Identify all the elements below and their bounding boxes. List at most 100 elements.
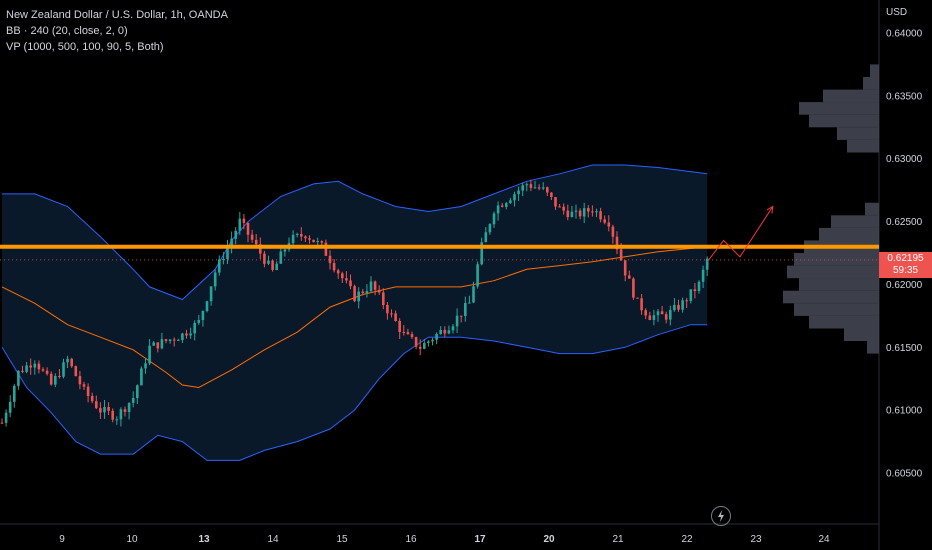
bollinger-legend[interactable]: BB · 240 (20, close, 2, 0) <box>6 25 128 37</box>
candle-body <box>566 210 570 217</box>
chart-legend: New Zealand Dollar / U.S. Dollar, 1h, OA… <box>6 7 228 55</box>
candle-body <box>300 234 303 237</box>
candle-body <box>283 249 287 252</box>
candle-body <box>189 333 192 336</box>
candle-body <box>443 330 447 334</box>
candle-body <box>546 187 549 193</box>
candle-body <box>632 278 635 298</box>
candle-body <box>341 273 344 279</box>
candle-body <box>21 370 24 372</box>
candle-body <box>127 402 131 412</box>
volume-profile-bar <box>794 303 879 316</box>
y-tick-label: 0.63500 <box>886 91 923 102</box>
candle-body <box>529 184 533 188</box>
x-tick-label: 16 <box>405 534 417 545</box>
candle-body <box>582 208 586 217</box>
x-tick-label: 23 <box>750 534 762 545</box>
x-tick-label: 17 <box>474 534 486 545</box>
candle-body <box>373 281 377 290</box>
candle-body <box>361 291 365 293</box>
candle-body <box>103 407 106 413</box>
y-tick-label: 0.61500 <box>886 343 923 354</box>
candle-body <box>611 226 615 237</box>
y-tick-label: 0.62500 <box>886 217 923 228</box>
candle-body <box>685 300 688 302</box>
volume-profile-bar <box>863 77 879 90</box>
volume-profile-bar <box>809 315 879 329</box>
candle-body <box>316 241 319 243</box>
y-tick-label: 0.60500 <box>886 469 923 480</box>
volume-profile-bar <box>809 114 879 128</box>
x-tick-label: 15 <box>336 534 348 545</box>
candle-body <box>615 236 619 250</box>
last-price-tag: 0.62195 59:35 <box>879 252 932 278</box>
candle-body <box>222 258 225 260</box>
candle-body <box>164 339 168 341</box>
candle-body <box>332 263 336 271</box>
candle-body <box>554 197 557 207</box>
candle-body <box>107 407 110 411</box>
candle-body <box>115 419 119 421</box>
candle-body <box>439 330 442 335</box>
candle-body <box>406 332 410 335</box>
candle-body <box>136 385 139 398</box>
candle-body <box>369 281 373 291</box>
candle-body <box>197 320 201 323</box>
x-tick-label: 22 <box>681 534 693 545</box>
candle-body <box>365 291 369 293</box>
candle-body <box>382 292 385 305</box>
replay-button[interactable] <box>711 506 731 526</box>
candle-body <box>99 408 102 413</box>
candle-body <box>550 192 553 197</box>
candle-body <box>394 313 397 321</box>
currency-label: USD <box>886 7 907 18</box>
volume-profile-bar <box>783 290 879 304</box>
candle-body <box>472 286 475 303</box>
candle-body <box>172 339 176 341</box>
candle-body <box>58 376 61 377</box>
candle-body <box>697 281 701 291</box>
symbol-title[interactable]: New Zealand Dollar / U.S. Dollar, 1h, OA… <box>6 9 228 21</box>
candle-body <box>701 269 705 282</box>
candle-body <box>25 365 28 372</box>
candle-body <box>603 219 606 223</box>
candle-body <box>13 385 16 402</box>
candle-body <box>140 368 143 386</box>
candle-body <box>652 315 656 320</box>
candle-body <box>357 291 360 302</box>
candle-body <box>353 286 356 302</box>
candle-body <box>275 263 278 271</box>
candle-body <box>480 242 483 265</box>
candle-body <box>234 230 237 239</box>
candle-body <box>156 342 160 349</box>
candle-body <box>74 366 78 377</box>
candle-body <box>168 339 172 341</box>
x-tick-label: 21 <box>612 534 624 545</box>
candle-body <box>17 370 20 386</box>
candle-body <box>213 272 217 287</box>
candle-body <box>574 210 578 212</box>
candle-body <box>82 384 86 387</box>
candle-body <box>320 241 324 243</box>
candle-body <box>123 409 127 412</box>
candle-body <box>640 298 643 311</box>
candle-body <box>521 185 524 191</box>
candle-body <box>238 218 242 231</box>
candle-body <box>681 300 684 310</box>
candle-body <box>455 315 459 327</box>
candle-body <box>271 260 274 270</box>
volume-profile-legend[interactable]: VP (1000, 500, 100, 90, 5, Both) <box>6 41 164 53</box>
candle-body <box>246 222 250 235</box>
candle-body <box>648 315 652 320</box>
volume-profile-bar <box>837 127 879 140</box>
x-tick-label: 9 <box>59 534 65 545</box>
candle-body <box>517 190 520 195</box>
candle-body <box>90 396 94 402</box>
volume-profile <box>783 64 879 354</box>
candle-body <box>328 255 332 264</box>
candle-body <box>476 264 479 287</box>
candle-body <box>152 342 155 346</box>
candle-body <box>578 210 582 217</box>
candle-body <box>689 289 693 302</box>
